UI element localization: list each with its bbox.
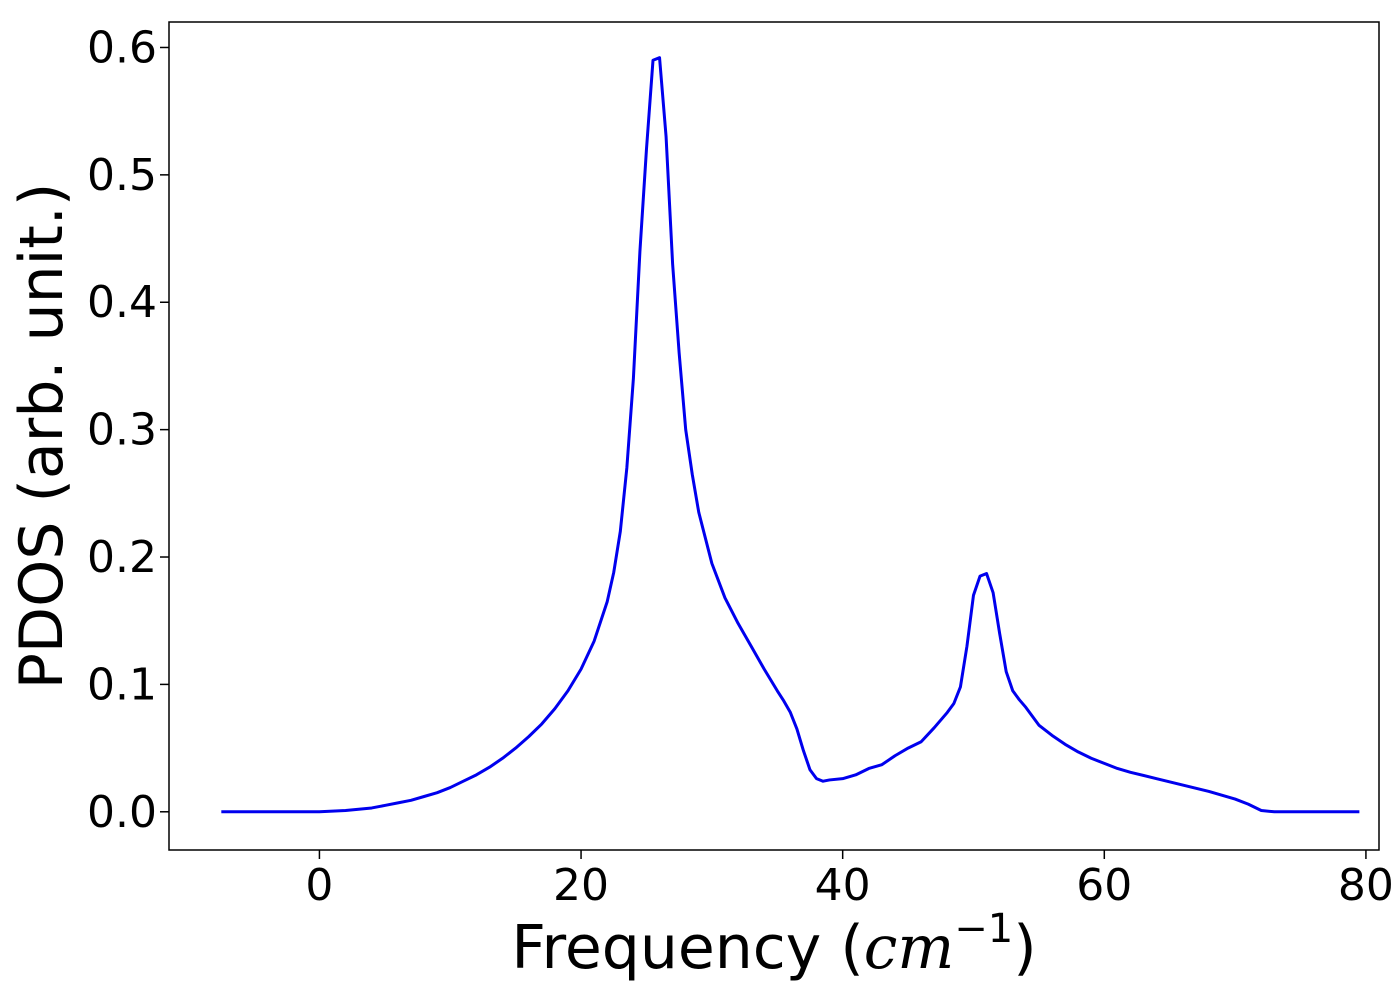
y-tick-label: 0.2 [87, 532, 157, 583]
y-tick-label: 0.0 [87, 787, 157, 838]
plot-layer [221, 56, 1360, 814]
x-tick-label: 20 [553, 860, 609, 911]
y-axis-label: PDOS (arb. unit.) [7, 183, 77, 690]
y-tick-label: 0.3 [87, 405, 157, 456]
y-axis-ticks: 0.0 0.1 0.2 0.3 0.4 0.5 0.6 [87, 22, 169, 838]
y-tick-label: 0.6 [87, 22, 157, 73]
pdos-series-line-0 [221, 56, 1360, 814]
x-axis-label-unit: cm [864, 913, 955, 983]
x-tick-label: 0 [305, 860, 333, 911]
x-axis-label-close: ) [1013, 913, 1036, 983]
x-axis-label: Frequency (cm−1) [511, 906, 1036, 983]
x-tick-label: 60 [1076, 860, 1132, 911]
x-tick-label: 40 [815, 860, 871, 911]
x-axis-ticks: 0 20 40 60 80 [305, 850, 1394, 911]
x-axis-label-text: Frequency ( [511, 913, 863, 983]
axes-frame [168, 21, 1380, 851]
y-tick-label: 0.4 [87, 277, 157, 328]
x-tick-label: 80 [1338, 860, 1394, 911]
y-tick-label: 0.1 [87, 659, 157, 710]
x-axis-label-exponent: −1 [954, 906, 1013, 952]
y-tick-label: 0.5 [87, 150, 157, 201]
